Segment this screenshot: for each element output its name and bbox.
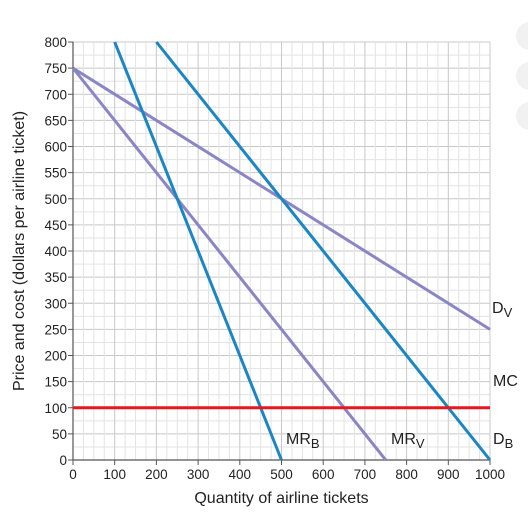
y-tick-label: 50: [52, 427, 67, 442]
series-line-mrv: [71, 67, 387, 461]
x-axis-title: Quantity of airline tickets: [194, 490, 368, 507]
y-tick-label: 0: [59, 453, 67, 468]
x-tick-label: 700: [354, 467, 377, 482]
x-tick-labels: 0 100 200 300 400 500 600 700 800 900 1000: [69, 467, 505, 482]
y-tick-label: 600: [44, 140, 67, 155]
y-axis-title: Price and cost (dollars per airline tick…: [11, 111, 28, 391]
x-tick-label: 200: [145, 467, 168, 482]
y-tick-label: 800: [44, 35, 67, 50]
y-tick-label: 150: [44, 375, 67, 390]
y-tick-label: 200: [44, 349, 67, 364]
series-label-mc: MC: [493, 373, 518, 390]
y-tick-label: 400: [44, 244, 67, 259]
series-line-db: [155, 41, 492, 461]
side-tab-1[interactable]: [516, 22, 528, 50]
x-tick-label: 500: [270, 467, 293, 482]
side-tab-3[interactable]: [516, 102, 528, 130]
y-tick-label: 450: [44, 218, 67, 233]
x-tick-label: 400: [229, 467, 252, 482]
y-tick-label: 300: [44, 296, 67, 311]
side-tab-2[interactable]: [516, 62, 528, 90]
y-tick-label: 750: [44, 61, 67, 76]
y-tick-labels: 0 50 100 150 200 250 300 350 400 450 500 550 600 650 7…: [44, 35, 67, 468]
x-tick-label: 600: [312, 467, 335, 482]
series-label-mrb: MRB: [286, 431, 320, 451]
y-tick-label: 250: [44, 322, 67, 337]
series-labels: DV MRV DB MRB MC: [286, 300, 518, 451]
series-lines: [71, 41, 492, 461]
y-tick-label: 350: [44, 270, 67, 285]
series-label-db: DB: [493, 431, 513, 451]
x-tick-label: 1000: [475, 467, 505, 482]
y-tick-label: 500: [44, 192, 67, 207]
y-tick-label: 100: [44, 401, 67, 416]
x-tick-label: 0: [69, 467, 77, 482]
x-tick-label: 100: [103, 467, 126, 482]
y-tick-label: 650: [44, 113, 67, 128]
x-tick-label: 800: [395, 467, 418, 482]
series-line-mrb: [113, 41, 283, 461]
grid: [72, 41, 491, 461]
x-tick-label: 300: [187, 467, 210, 482]
x-tick-label: 900: [437, 467, 460, 482]
series-label-mrv: MRV: [391, 431, 425, 451]
y-tick-label: 700: [44, 87, 67, 102]
y-tick-label: 550: [44, 166, 67, 181]
series-label-dv: DV: [492, 300, 513, 320]
